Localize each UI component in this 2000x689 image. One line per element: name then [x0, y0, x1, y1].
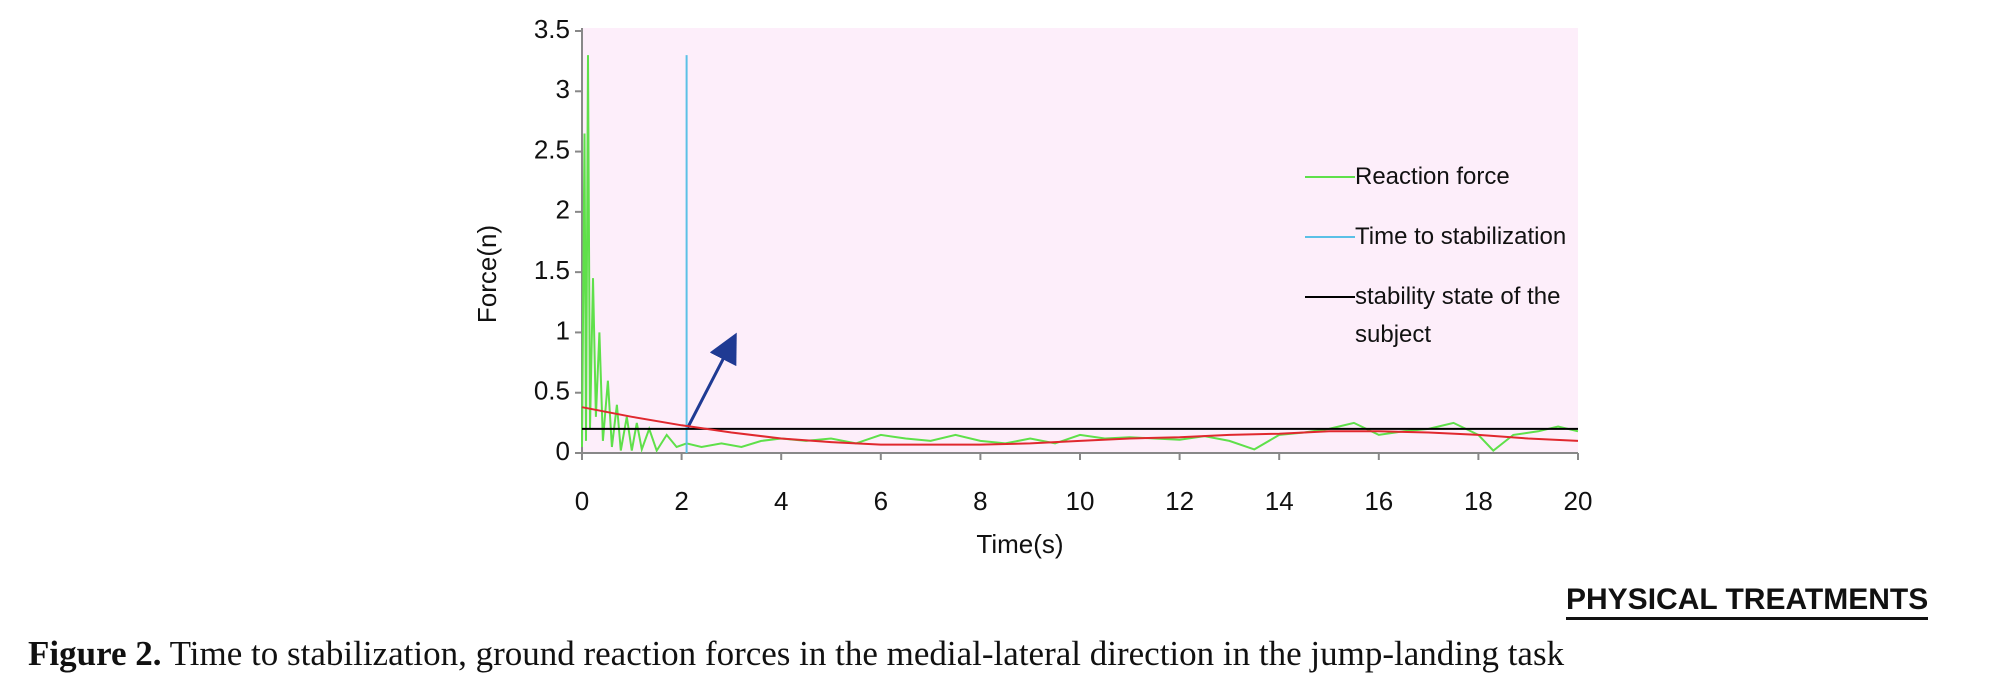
caption-label: Figure 2. — [28, 634, 162, 673]
y-axis-label: Force(n) — [472, 225, 502, 323]
x-tick-label: 4 — [774, 486, 788, 516]
caption-text: Time to stabilization, ground reaction f… — [169, 634, 1565, 673]
y-tick-label: 2 — [556, 195, 570, 225]
x-tick-label: 0 — [575, 486, 589, 516]
legend-label: stability state of the subject — [1355, 283, 1561, 348]
y-tick-label: 3 — [556, 74, 570, 104]
legend-swatch — [1305, 176, 1355, 178]
caption: Figure 2. Time to stabilization, ground … — [28, 634, 1564, 674]
y-tick-label: 1 — [556, 315, 570, 345]
x-tick-label: 2 — [674, 486, 688, 516]
x-tick-label: 10 — [1066, 486, 1095, 516]
y-tick-label: 0 — [556, 436, 570, 466]
y-tick-label: 3.5 — [534, 14, 570, 44]
legend: Reaction force Time to stabilization stabi… — [1305, 158, 1605, 376]
x-tick-label: 14 — [1265, 486, 1294, 516]
y-tick-label: 1.5 — [534, 255, 570, 285]
x-tick-label: 20 — [1564, 486, 1593, 516]
x-tick-label: 12 — [1165, 486, 1194, 516]
y-tick-label: 2.5 — [534, 134, 570, 164]
x-tick-label: 16 — [1364, 486, 1393, 516]
series-line — [581, 406, 1579, 446]
logo: PHYSICAL TREATMENTS — [1566, 583, 1929, 620]
annotation-arrow — [685, 332, 737, 430]
plot-background — [582, 28, 1578, 453]
x-axis-label: Time(s) — [976, 529, 1063, 559]
legend-label: Reaction force — [1355, 163, 1510, 190]
x-tick-label: 6 — [874, 486, 888, 516]
x-tick-label: 18 — [1464, 486, 1493, 516]
legend-swatch — [1305, 236, 1355, 238]
legend-label: Time to stabilization — [1355, 223, 1567, 250]
x-tick-label: 8 — [973, 486, 987, 516]
legend-item: Time to stabilization — [1305, 218, 1605, 256]
series-line — [581, 55, 1579, 454]
legend-item: stability state of the subject — [1305, 278, 1605, 354]
legend-item: Reaction force — [1305, 158, 1605, 196]
legend-swatch — [1305, 296, 1355, 298]
y-tick-label: 0.5 — [534, 376, 570, 406]
